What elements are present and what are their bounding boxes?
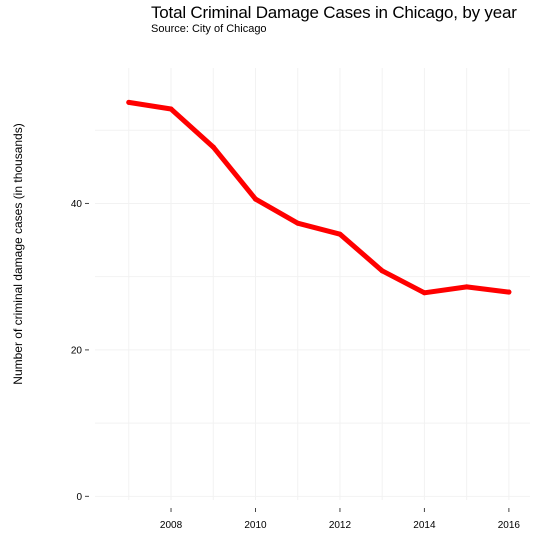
axes: 2008 2010 2012 2014 2016 0 20 40 — [71, 199, 521, 531]
y-axis-title: Number of criminal damage cases (in thou… — [11, 123, 25, 384]
data-point — [168, 106, 174, 112]
y-tick-label: 0 — [76, 492, 82, 503]
data-point — [464, 284, 470, 290]
x-tick-label: 2008 — [160, 520, 183, 531]
y-tick-label: 40 — [71, 199, 83, 210]
y-tick-label: 20 — [71, 345, 83, 356]
data-point — [337, 231, 343, 237]
x-tick-label: 2010 — [244, 520, 267, 531]
series-layer — [126, 99, 512, 296]
data-point — [126, 99, 132, 105]
chart-subtitle: Source: City of Chicago — [151, 23, 267, 35]
data-point — [506, 289, 512, 295]
data-point — [295, 220, 301, 226]
data-point — [210, 144, 216, 150]
data-point — [379, 268, 385, 274]
data-point — [252, 196, 258, 202]
grid-lines — [95, 68, 530, 500]
chart-title: Total Criminal Damage Cases in Chicago, … — [151, 3, 517, 22]
series-line — [126, 99, 512, 296]
x-tick-label: 2016 — [498, 520, 521, 531]
x-tick-label: 2012 — [329, 520, 352, 531]
data-point — [421, 290, 427, 296]
x-tick-label: 2014 — [413, 520, 436, 531]
